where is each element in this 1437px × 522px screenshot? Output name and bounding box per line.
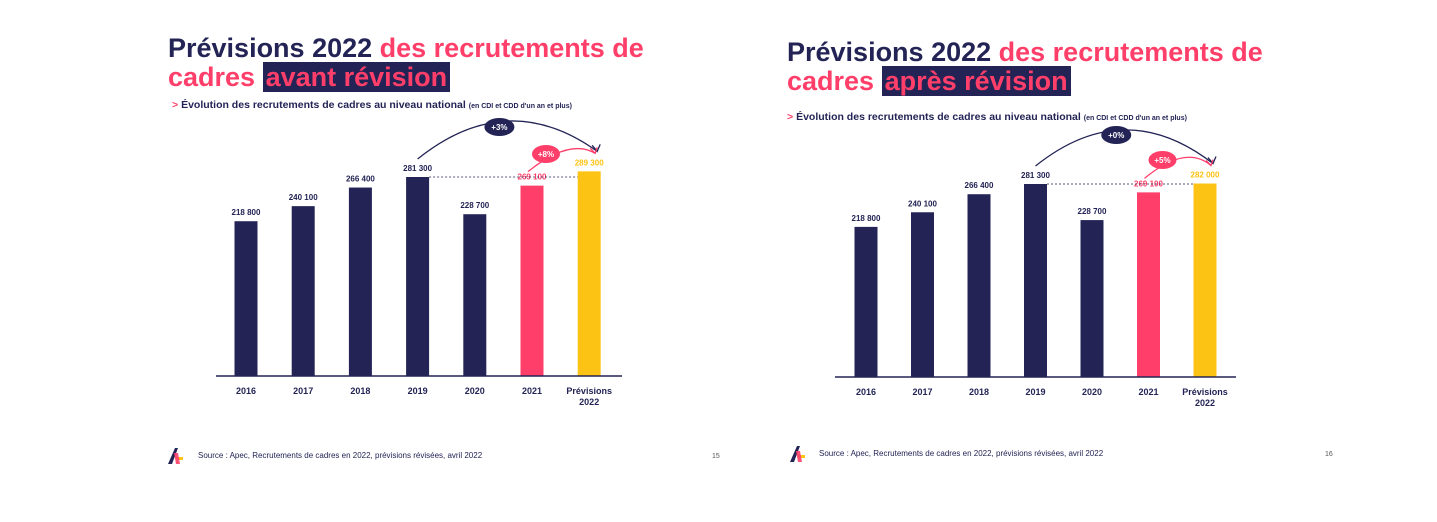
- source-note: Source : Apec, Recrutements de cadres en…: [819, 449, 1104, 458]
- growth-badge-small: [1148, 151, 1177, 169]
- x-tick-label: 2016: [856, 387, 876, 397]
- data-label: 228 700: [460, 201, 489, 210]
- title-part3: cadres: [168, 62, 263, 92]
- data-label: 240 100: [289, 193, 318, 202]
- data-label: 281 300: [1021, 171, 1050, 180]
- title-part3: cadres: [787, 66, 882, 96]
- apec-logo-icon: [168, 448, 183, 464]
- arc-arrowhead-small: [1205, 159, 1214, 167]
- subtitle-main: Évolution des recrutements de cadres au …: [181, 99, 466, 111]
- bar: [406, 177, 430, 376]
- data-label: 281 300: [403, 164, 432, 173]
- data-label: 228 700: [1078, 207, 1107, 216]
- data-label: 269 100: [518, 173, 547, 182]
- x-tick-label: 2017: [912, 387, 932, 397]
- growth-badge: [484, 118, 515, 136]
- x-tick-label: 2016: [236, 386, 256, 396]
- bar: [967, 194, 991, 377]
- growth-badge-small-label: +8%: [538, 150, 554, 159]
- x-tick-label: Prévisions: [566, 386, 612, 396]
- x-tick-label: 2019: [408, 386, 428, 396]
- slide-title: Prévisions 2022 des recrutements de cadr…: [787, 38, 1307, 96]
- bar: [291, 206, 315, 376]
- arc-arrowhead-small: [589, 147, 598, 155]
- growth-badge-small-label: +5%: [1154, 156, 1170, 165]
- x-tick-label: 2021: [522, 386, 542, 396]
- arc-arrowhead: [1207, 156, 1217, 165]
- bar: [348, 187, 372, 376]
- chart-subtitle: > Évolution des recrutements de cadres a…: [172, 99, 572, 111]
- slide-title: Prévisions 2022 des recrutements de cadr…: [168, 34, 688, 92]
- x-tick-label: 2022: [1195, 398, 1215, 408]
- x-tick-label: Prévisions: [1182, 387, 1228, 397]
- chart-group: 218 800 240 100 266 400 281 300 228 700 269 1…: [216, 118, 622, 407]
- growth-badge: [1101, 126, 1132, 144]
- subtitle-arrow: >: [172, 99, 179, 111]
- x-tick-label: 2018: [350, 386, 370, 396]
- growth-badge-label: +3%: [491, 123, 507, 132]
- bar: [234, 221, 258, 376]
- subtitle-main: Évolution des recrutements de cadres au …: [796, 111, 1081, 123]
- bar: [854, 226, 878, 377]
- page-number: 16: [1325, 451, 1333, 458]
- subtitle-note: (en CDI et CDD d'un an et plus): [1083, 115, 1187, 122]
- x-tick-label: 2022: [579, 397, 599, 407]
- title-highlight: après révision: [881, 66, 1071, 96]
- data-label: 266 400: [965, 181, 994, 190]
- growth-badge-small: [532, 145, 560, 163]
- bar: [577, 171, 601, 376]
- bar: [911, 212, 934, 377]
- x-tick-label: 2020: [1082, 387, 1102, 397]
- bar-chart: 218 800 240 100 266 400 281 300 228 700 269 1…: [216, 118, 622, 407]
- subtitle-arrow: >: [787, 111, 794, 123]
- bar: [1080, 220, 1104, 377]
- subtitle-note: (en CDI et CDD d'un an et plus): [468, 103, 572, 110]
- bar: [520, 185, 544, 376]
- x-tick-label: 2018: [969, 387, 989, 397]
- chart-subtitle: > Évolution des recrutements de cadres a…: [787, 111, 1187, 123]
- x-tick-label: 2020: [465, 386, 485, 396]
- data-label: 240 100: [908, 199, 937, 208]
- arc-arrowhead: [591, 144, 601, 153]
- bar: [1137, 192, 1160, 377]
- title-part1: Prévisions 2022: [787, 37, 999, 67]
- apec-logo-icon: [790, 446, 805, 462]
- x-tick-label: 2019: [1025, 387, 1045, 397]
- data-label: 282 000: [1191, 171, 1220, 180]
- slide-15: Prévisions 2022 des recrutements de cadr…: [0, 0, 720, 522]
- data-label: 218 800: [232, 208, 261, 217]
- growth-arc-small: [527, 147, 596, 173]
- x-tick-label: 2017: [293, 386, 313, 396]
- data-label: 218 800: [852, 214, 881, 223]
- growth-badge-label: +0%: [1108, 131, 1124, 140]
- bar: [463, 214, 487, 376]
- title-part2: des recrutements de: [998, 37, 1263, 67]
- title-highlight: avant révision: [262, 62, 451, 92]
- slide-16: Prévisions 2022 des recrutements de cadr…: [620, 0, 1333, 522]
- growth-arc-small: [1144, 156, 1212, 179]
- x-tick-label: 2021: [1138, 387, 1158, 397]
- source-note: Source : Apec, Recrutements de cadres en…: [198, 451, 483, 460]
- data-label: 289 300: [575, 158, 604, 167]
- page-number: 15: [712, 453, 720, 460]
- title-part1: Prévisions 2022: [168, 33, 380, 63]
- bar: [1193, 183, 1217, 377]
- title-part2: des recrutements de: [379, 33, 644, 63]
- data-label: 266 400: [346, 175, 375, 184]
- bar: [1024, 184, 1047, 377]
